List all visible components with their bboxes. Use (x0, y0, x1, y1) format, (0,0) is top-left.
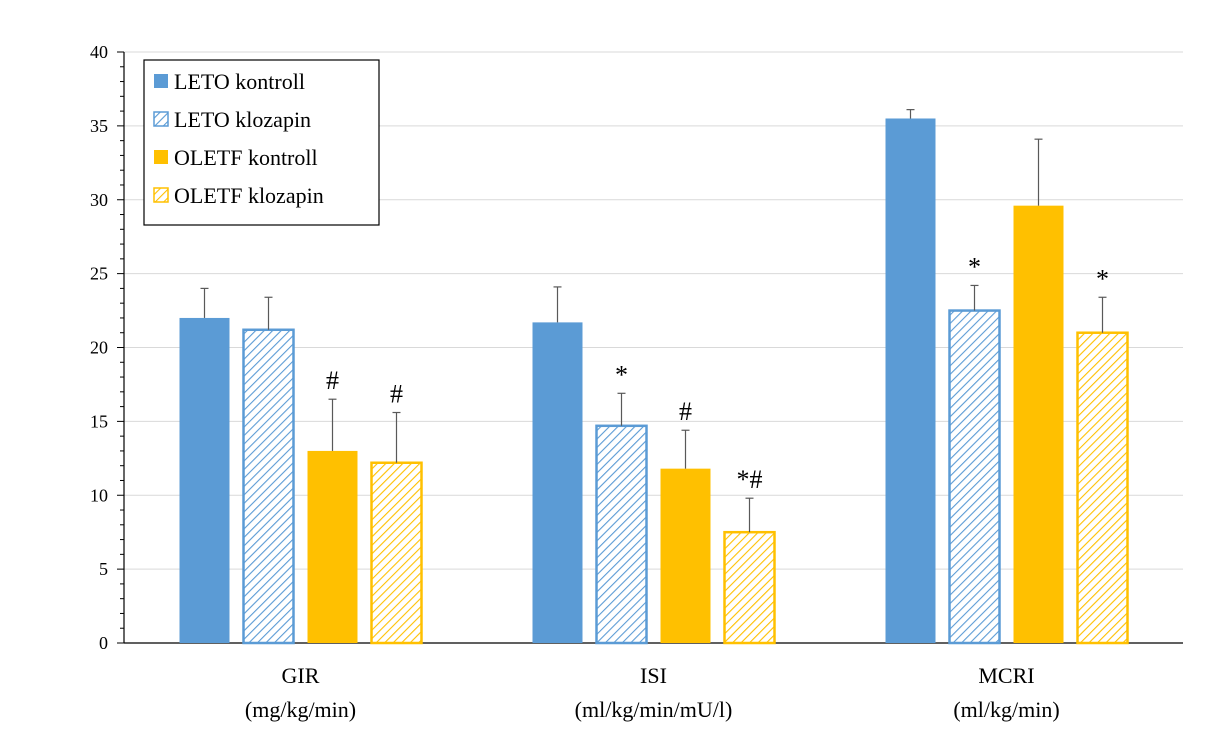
significance-annotation: *# (737, 465, 763, 494)
y-tick-label: 15 (90, 411, 108, 431)
y-tick-label: 30 (90, 190, 108, 210)
x-category-unit: (ml/kg/min/mU/l) (575, 697, 733, 722)
legend-label: LETO klozapin (174, 107, 311, 132)
significance-annotation: # (679, 397, 692, 426)
y-tick-label: 10 (90, 485, 108, 505)
significance-annotation: * (968, 252, 981, 281)
significance-annotation: * (615, 360, 628, 389)
y-tick-label: 0 (99, 633, 108, 653)
x-category-label: GIR (282, 663, 320, 688)
bar-oletf-klozapin-gir (370, 461, 423, 645)
legend-swatch (153, 111, 169, 127)
legend-label: OLETF kontroll (174, 145, 318, 170)
x-category-unit: (mg/kg/min) (245, 697, 356, 722)
legend-label: OLETF klozapin (174, 183, 324, 208)
significance-annotation: * (1096, 264, 1109, 293)
legend-swatch (153, 187, 169, 203)
bar-oletf-kontroll-gir (307, 450, 358, 643)
x-category-label: MCRI (978, 663, 1034, 688)
significance-annotation: # (326, 366, 339, 395)
bar-oletf-kontroll-mcri (1013, 205, 1064, 643)
bar-leto-klozapin-isi (595, 424, 648, 645)
y-tick-label: 20 (90, 338, 108, 358)
bar-leto-kontroll-mcri (885, 118, 936, 644)
bar-leto-kontroll-isi (532, 322, 583, 643)
significance-annotation: # (390, 380, 403, 409)
y-tick-label: 35 (90, 116, 108, 136)
y-tick-label: 40 (90, 42, 108, 62)
legend-swatch (154, 150, 168, 164)
axes: 0 5 10 15 20 25 30 35 40 (90, 42, 1183, 653)
y-tick-label: 5 (99, 559, 108, 579)
legend-swatch (154, 74, 168, 88)
bar-leto-kontroll-gir (179, 317, 230, 643)
bar-oletf-klozapin-mcri (1076, 331, 1129, 645)
y-tick-label: 25 (90, 264, 108, 284)
labels: # #GIR(mg/kg/min)*#*#ISI(ml/kg/min/mU/l)*… (245, 252, 1109, 722)
bars (179, 109, 1129, 645)
bar-oletf-klozapin-isi (723, 530, 776, 645)
legend: LETO kontroll LETO klozapin OLETF kontroll… (143, 59, 380, 226)
bar-leto-klozapin-mcri (948, 309, 1001, 645)
legend-box (143, 59, 380, 226)
legend-label: LETO kontroll (174, 69, 305, 94)
x-category-label: ISI (640, 663, 667, 688)
bar-leto-klozapin-gir (242, 328, 295, 645)
x-category-unit: (ml/kg/min) (953, 697, 1059, 722)
bar-oletf-kontroll-isi (660, 468, 711, 643)
